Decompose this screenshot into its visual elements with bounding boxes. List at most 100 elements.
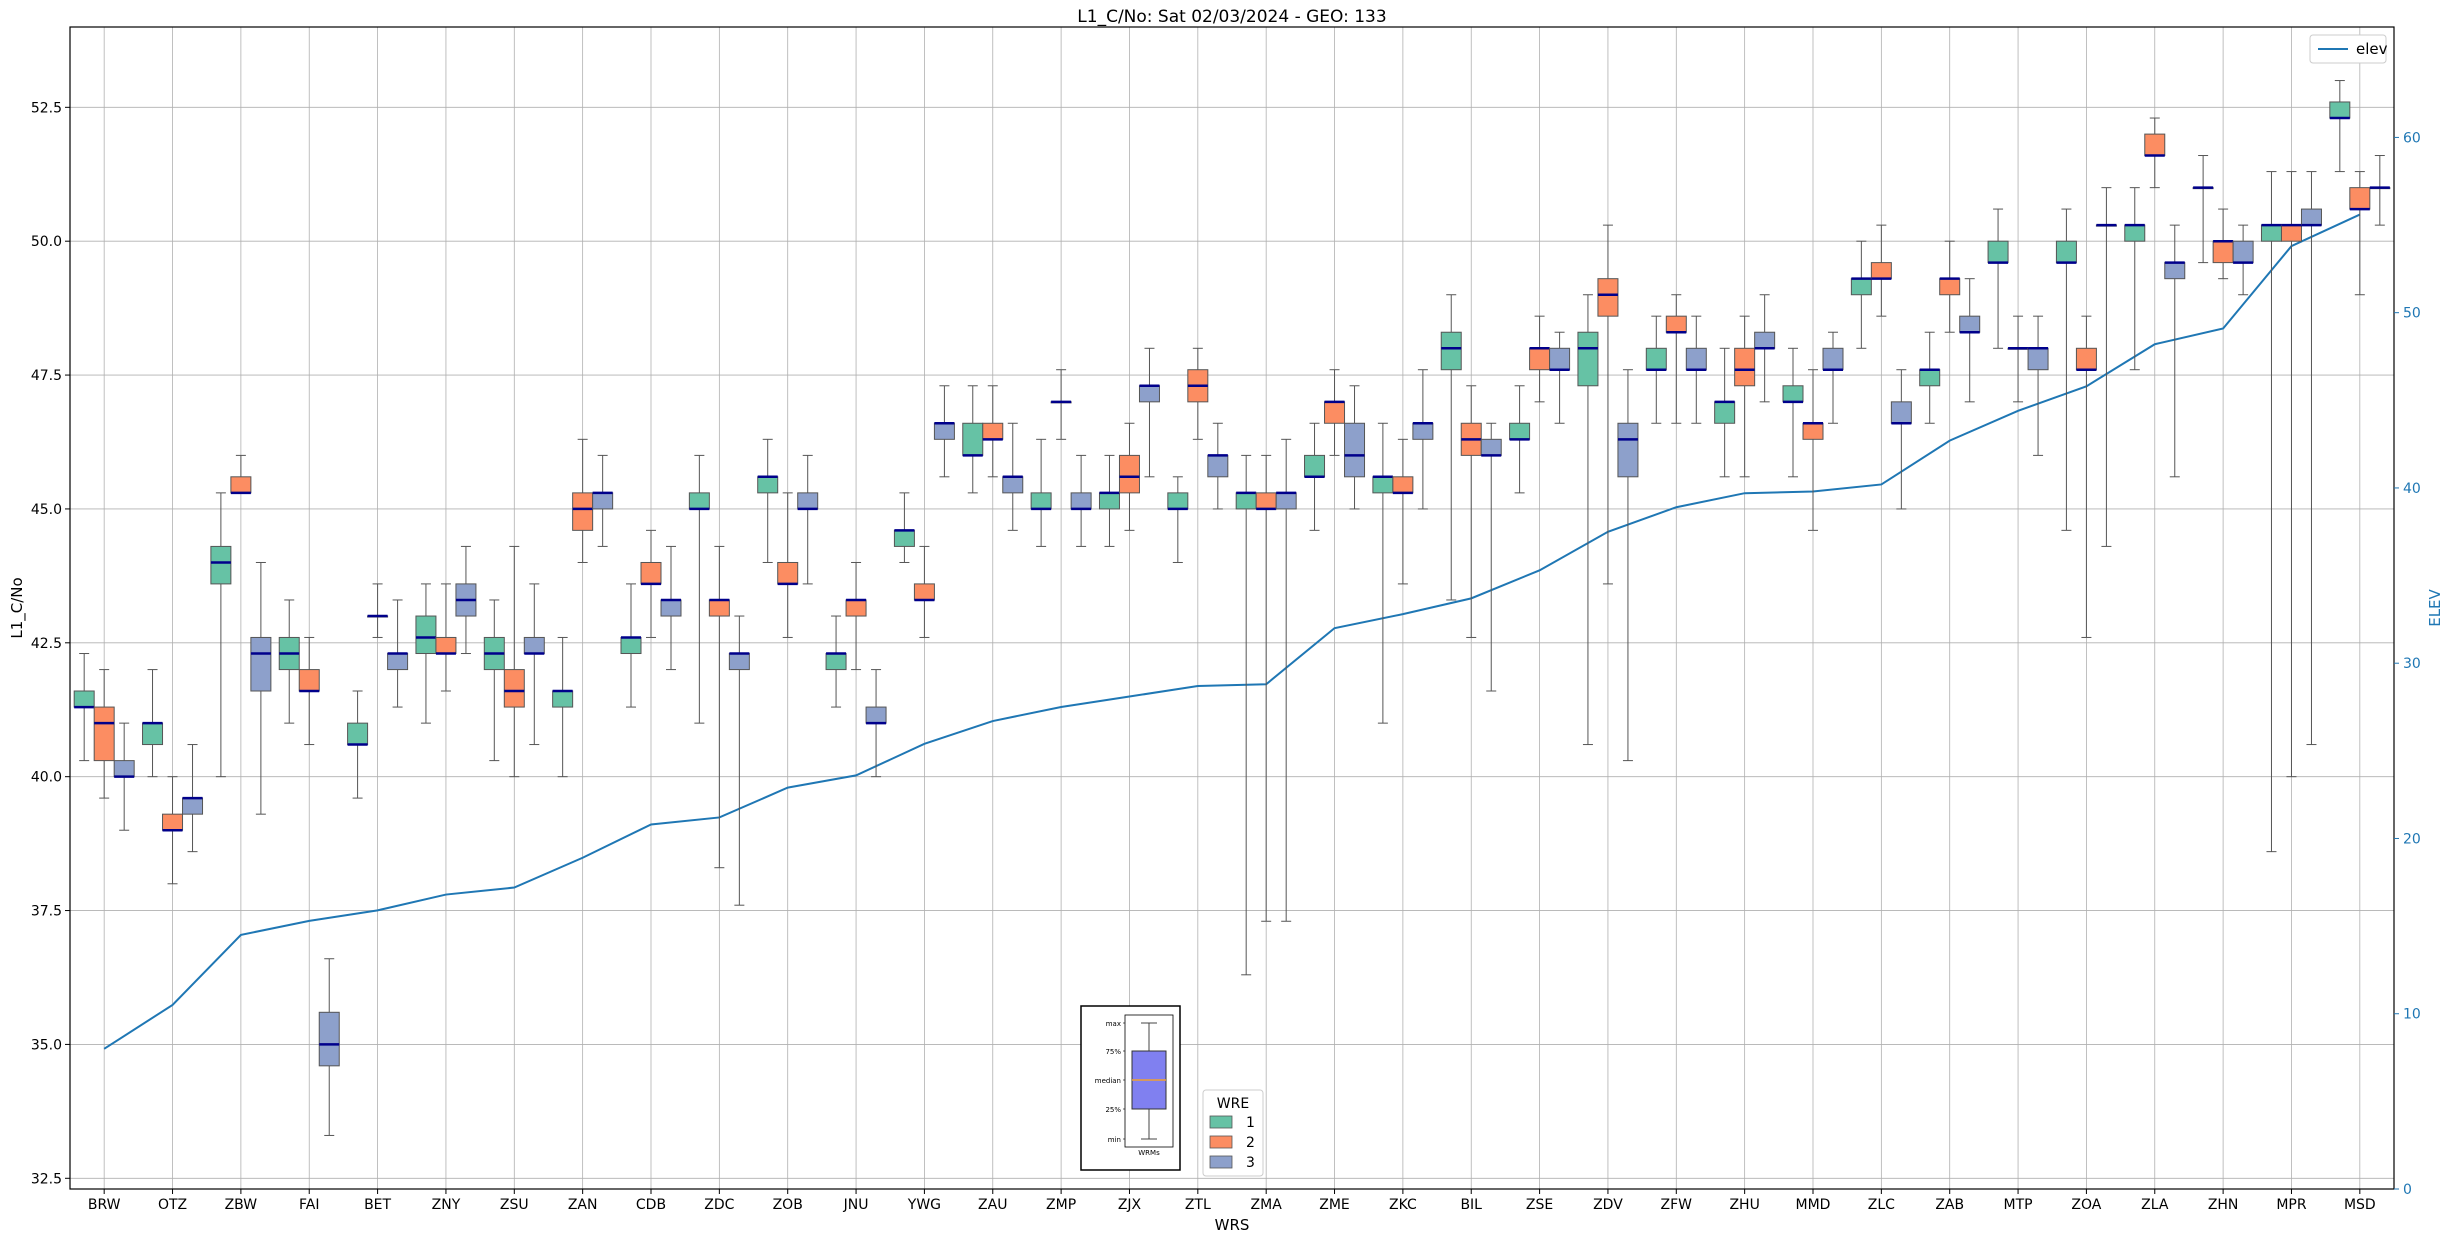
box-iqr <box>2280 224 2302 242</box>
box-1-zmp <box>1030 438 1052 547</box>
elev-legend: elev <box>2309 34 2388 64</box>
x-tick-label: ZAU <box>978 1197 1007 1213</box>
wre-legend-swatch <box>1209 1155 1233 1169</box>
wre-legend-label: 3 <box>1246 1155 1255 1171</box>
box-2-otz <box>162 776 184 885</box>
box-iqr <box>1714 401 1736 424</box>
box-iqr <box>1822 347 1844 371</box>
box-iqr <box>1207 454 1229 478</box>
x-tick-label: JNU <box>843 1197 869 1213</box>
box-2-zmp <box>1050 369 1072 440</box>
x-tick-label: ZTL <box>1185 1197 1211 1213</box>
box-2-zjx <box>1118 422 1140 531</box>
box-3-zau <box>1002 422 1024 531</box>
x-tick-label: MTP <box>2004 1197 2033 1213</box>
box-iqr <box>845 599 867 617</box>
y-tick-label: 40.0 <box>31 770 62 786</box>
box-iqr <box>797 492 819 510</box>
box-3-zhn <box>2232 224 2254 296</box>
box-1-zhn <box>2192 155 2214 264</box>
y2-tick-label: 30 <box>2403 656 2421 672</box>
box-3-msd <box>2369 155 2391 226</box>
box-iqr <box>230 476 252 494</box>
elev-series <box>103 213 2361 1050</box>
box-iqr <box>777 561 799 585</box>
box-3-ywg <box>933 385 955 478</box>
box-iqr <box>592 492 614 510</box>
box-iqr <box>1549 347 1571 371</box>
box-iqr <box>933 422 955 440</box>
y-tick-label: 45.0 <box>31 502 62 518</box>
box-iqr <box>415 615 437 655</box>
box-3-zla <box>2164 224 2186 478</box>
x-tick-label: ZAN <box>568 1197 598 1213</box>
box-3-zmp <box>1070 454 1092 547</box>
box-iqr <box>1255 492 1277 510</box>
box-2-bet <box>367 583 389 638</box>
box-iqr <box>2124 224 2146 242</box>
x-tick-label: OTZ <box>158 1197 187 1213</box>
y-tick-label: 32.5 <box>31 1171 62 1187</box>
box-iqr <box>298 669 320 692</box>
y2-tick-label: 50 <box>2403 306 2421 322</box>
box-3-zjx <box>1138 347 1160 478</box>
box-iqr <box>865 706 887 724</box>
x-tick-label: ZHU <box>1729 1197 1759 1213</box>
box-iqr <box>893 529 915 547</box>
box-iqr <box>1138 385 1160 403</box>
box-1-mtp <box>1987 208 2009 349</box>
box-1-zhu <box>1714 347 1736 478</box>
y-tick-label: 47.5 <box>31 368 62 384</box>
x-tick-label: ZMA <box>1251 1197 1283 1213</box>
box-iqr <box>1372 476 1394 494</box>
box-3-brw <box>113 722 135 831</box>
box-2-zab <box>1939 240 1961 333</box>
box-iqr <box>1850 278 1872 296</box>
box-explanation-inset: max 75% median 25% min WRMs <box>1080 1005 1181 1171</box>
box-3-fai <box>318 958 340 1136</box>
box-2-bil <box>1460 385 1482 638</box>
box-iqr <box>1597 278 1619 317</box>
box-1-zan <box>552 636 574 778</box>
series-3 <box>113 155 2391 1136</box>
wre-legend-title: WRE <box>1217 1096 1249 1112</box>
box-iqr <box>1645 347 1667 371</box>
box-2-zan <box>572 438 594 563</box>
box-2-msd <box>2349 171 2371 296</box>
box-1-ztl <box>1167 476 1189 563</box>
box-iqr <box>1870 262 1892 280</box>
wre-legend: WRE 1 2 3 <box>1202 1089 1264 1177</box>
x-tick-label: FAI <box>299 1197 319 1213</box>
box-2-ywg <box>913 545 935 638</box>
box-iqr <box>1275 492 1297 510</box>
box-1-jnu <box>825 615 847 708</box>
box-3-zfw <box>1685 315 1707 424</box>
box-iqr <box>1324 401 1346 424</box>
wre-legend-label: 2 <box>1246 1135 1255 1151</box>
box-iqr <box>387 653 409 671</box>
box-3-zme <box>1344 385 1366 510</box>
box-iqr <box>1959 315 1981 333</box>
y2-axis: 0 10 20 30 40 50 60 <box>2394 130 2421 1198</box>
box-1-zlc <box>1850 240 1872 349</box>
box-3-mmd <box>1822 331 1844 424</box>
box-iqr <box>1098 492 1120 510</box>
box-iqr <box>162 813 184 831</box>
box-2-mpr <box>2280 171 2302 778</box>
box-iqr <box>1919 369 1941 387</box>
box-2-ztl <box>1187 347 1209 440</box>
x-tick-label: ZDC <box>704 1197 734 1213</box>
x-axis-label: WRS <box>1215 1216 1250 1234</box>
x-tick-label: BIL <box>1460 1197 1482 1213</box>
box-3-otz <box>182 744 204 853</box>
box-3-zse <box>1549 331 1571 424</box>
box-iqr <box>1802 422 1824 440</box>
y2-tick-label: 10 <box>2403 1007 2421 1023</box>
x-tick-label: ZFW <box>1661 1197 1693 1213</box>
box-1-zdv <box>1577 294 1599 746</box>
x-tick-label: ZBW <box>225 1197 258 1213</box>
box-iqr <box>523 636 545 655</box>
box-iqr <box>2164 262 2186 280</box>
box-1-zdc <box>688 454 710 724</box>
box-2-zme <box>1324 369 1346 456</box>
